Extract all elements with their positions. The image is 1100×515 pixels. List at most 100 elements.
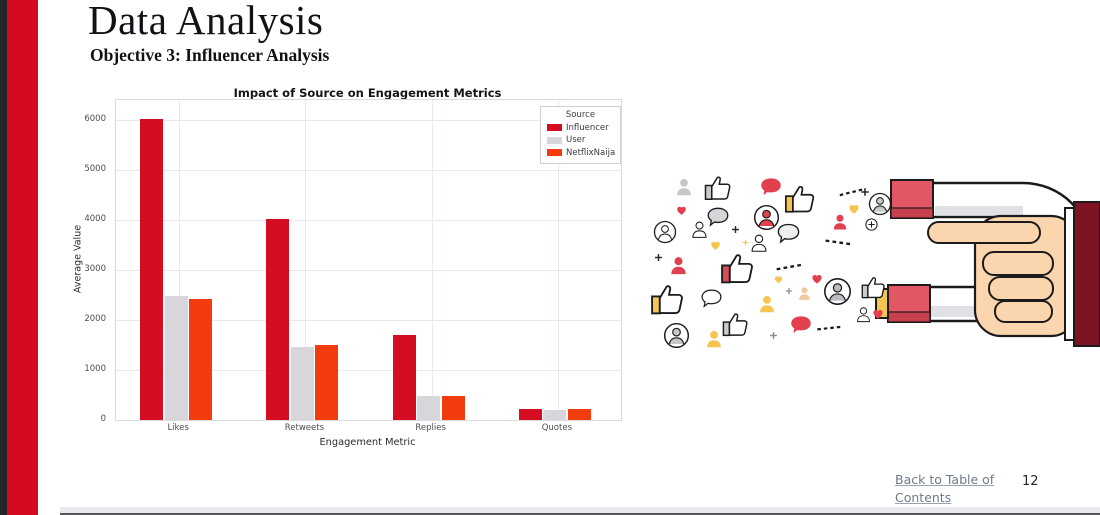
- speech-bubble-icon: [777, 223, 800, 243]
- legend-swatch: [547, 136, 562, 144]
- index-finger: [927, 221, 1041, 244]
- x-tick-label: Retweets: [284, 423, 325, 433]
- bottom-edge: [60, 513, 1100, 515]
- bar-replies-influencer: [392, 335, 416, 420]
- h-gridline: [116, 370, 621, 371]
- user-circle-icon: [868, 192, 892, 216]
- y-tick-label: 5000: [84, 164, 106, 174]
- plus-icon: [654, 253, 663, 262]
- y-tick-label: 4000: [84, 214, 106, 224]
- user-circle-icon: [824, 278, 851, 305]
- heart-icon: [849, 205, 859, 214]
- window-edge: [0, 0, 7, 515]
- user-avatar-icon: [857, 307, 870, 323]
- h-gridline: [116, 220, 621, 221]
- user-avatar-icon: [671, 257, 686, 275]
- user-avatar-icon: [692, 221, 707, 238]
- user-avatar-icon: [677, 179, 691, 196]
- user-circle-icon: [663, 322, 690, 349]
- x-tick-label: Quotes: [541, 423, 573, 433]
- v-gridline: [557, 100, 559, 420]
- motion-dashes: [816, 325, 845, 331]
- thumbs-up-icon: [722, 313, 748, 337]
- user-avatar-icon: [799, 287, 810, 300]
- bar-replies-netflixnaija: [441, 395, 465, 420]
- user-circle-icon: [753, 204, 780, 231]
- y-tick-label: 0: [100, 414, 106, 424]
- motion-dashes: [775, 263, 806, 271]
- legend-label: User: [566, 135, 586, 145]
- sleeve: [1064, 201, 1100, 347]
- thumbs-up-icon: [861, 277, 885, 299]
- speech-bubble-icon: [701, 289, 722, 307]
- bottom-band: [60, 507, 1100, 513]
- legend-entry: User: [547, 135, 620, 145]
- page-subtitle: Objective 3: Influencer Analysis: [90, 45, 330, 65]
- v-gridline: [431, 100, 433, 420]
- plus-icon: [742, 239, 749, 246]
- x-tick-labels: Likes Retweets Replies Quotes: [115, 423, 620, 435]
- bar-likes-user: [164, 296, 188, 420]
- motion-dashes: [824, 239, 855, 246]
- thumbs-up-icon: [651, 285, 683, 315]
- magnet-pole-top: [890, 179, 934, 219]
- bar-quotes-influencer: [518, 408, 542, 420]
- legend-swatch: [547, 149, 562, 156]
- bar-likes-netflixnaija: [189, 299, 213, 420]
- user-avatar-icon: [707, 331, 721, 348]
- back-to-toc-link[interactable]: Back to Table of Contents: [895, 472, 995, 505]
- thumbs-up-icon: [721, 254, 753, 284]
- heart-icon: [677, 206, 686, 215]
- bar-retweets-netflixnaija: [315, 345, 339, 420]
- user-circle-icon: [653, 220, 677, 244]
- x-tick-label: Likes: [167, 423, 189, 433]
- x-axis-label: Engagement Metric: [319, 437, 416, 448]
- bar-replies-user: [417, 396, 441, 420]
- user-avatar-icon: [833, 214, 847, 230]
- bar-quotes-user: [543, 409, 567, 420]
- y-tick-label: 2000: [84, 314, 106, 324]
- y-tick-label: 1000: [84, 364, 106, 374]
- chart-title: Impact of Source on Engagement Metrics: [233, 86, 502, 100]
- magnet-shading: [935, 206, 1023, 215]
- bar-retweets-influencer: [266, 218, 290, 420]
- bar-retweets-user: [290, 346, 314, 420]
- page-title: Data Analysis: [88, 0, 324, 43]
- legend-title: Source: [565, 110, 596, 120]
- plus-icon: [785, 287, 793, 295]
- thumbs-up-icon: [704, 176, 731, 200]
- v-gridline: [179, 100, 181, 420]
- plus-icon: [769, 331, 778, 340]
- user-avatar-icon: [760, 296, 774, 313]
- heart-icon: [774, 276, 783, 284]
- y-tick-label: 3000: [84, 264, 106, 274]
- heart-icon: [812, 275, 822, 284]
- heart-icon: [711, 241, 720, 250]
- x-tick-label: Replies: [415, 423, 446, 433]
- legend-entry: Influencer: [547, 123, 620, 133]
- h-gridline: [116, 170, 621, 171]
- legend-swatch: [547, 124, 562, 131]
- plus-icon: [731, 225, 740, 234]
- h-gridline: [116, 320, 621, 321]
- bar-likes-influencer: [140, 119, 164, 420]
- page-number: 12: [1022, 474, 1039, 489]
- magnet-illustration: [651, 176, 1100, 349]
- legend-label: Influencer: [566, 122, 609, 133]
- v-gridline: [305, 100, 307, 420]
- y-tick-label: 6000: [84, 114, 106, 124]
- plus-icon: [860, 187, 870, 197]
- plus-circle-icon: [865, 218, 878, 231]
- legend-entry: NetflixNaija: [547, 148, 620, 158]
- plot-area: [115, 99, 622, 421]
- chart-legend: Source Influencer User NetflixNaija: [540, 106, 621, 164]
- y-tick-labels: 0 1000 2000 3000 4000 5000 6000: [75, 99, 111, 424]
- magnet-shading: [897, 306, 1023, 317]
- user-avatar-icon: [751, 234, 767, 252]
- h-gridline: [116, 270, 621, 271]
- speech-bubble-icon: [791, 316, 811, 334]
- left-accent-bar: [7, 0, 38, 515]
- engagement-bar-chart: Impact of Source on Engagement Metrics A…: [73, 86, 627, 458]
- magnet-pole-bottom: [875, 284, 931, 323]
- legend-label: NetflixNaija: [566, 147, 616, 158]
